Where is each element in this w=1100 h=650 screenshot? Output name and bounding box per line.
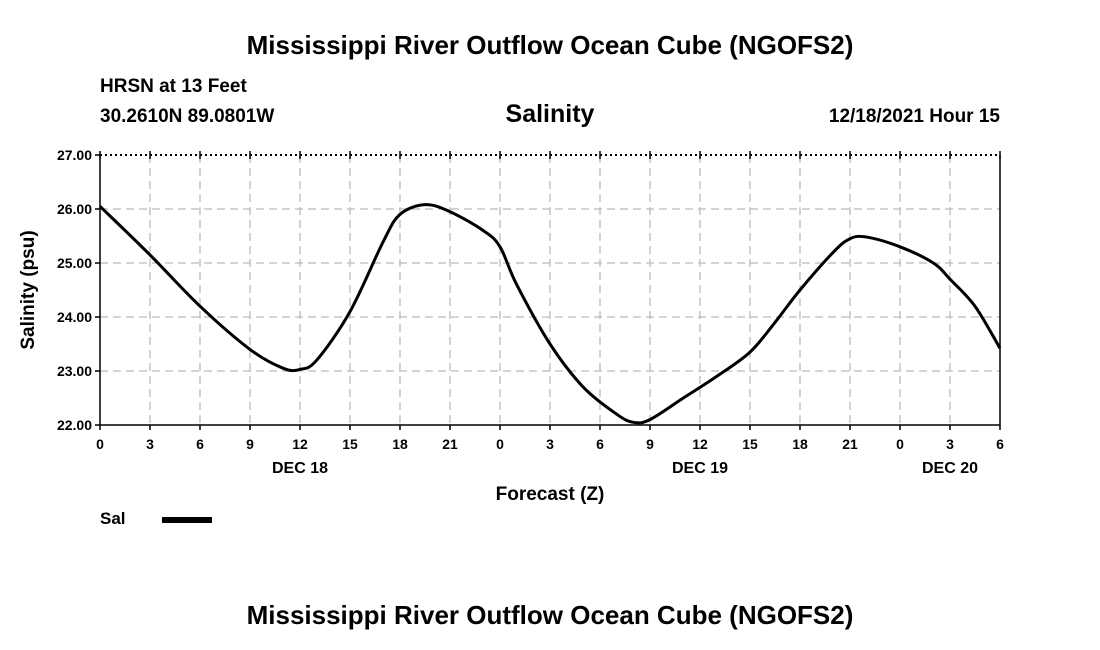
x-tick-label: 21 (842, 436, 858, 452)
x-tick-label: 18 (792, 436, 808, 452)
y-tick-label: 23.00 (57, 363, 92, 379)
x-tick-label: 18 (392, 436, 408, 452)
y-tick-label: 24.00 (57, 309, 92, 325)
y-tick-label: 25.00 (57, 255, 92, 271)
station-name: HRSN at 13 Feet (100, 76, 247, 97)
x-tick-label: 3 (546, 436, 554, 452)
x-tick-label: 3 (946, 436, 954, 452)
legend-line-swatch (162, 517, 212, 523)
x-tick-label: 15 (742, 436, 758, 452)
x-tick-label: 9 (646, 436, 654, 452)
y-axis-title: Salinity (psu) (18, 230, 39, 349)
series-line-sal (98, 203, 1002, 425)
x-tick-label: 9 (246, 436, 254, 452)
x-tick-label: 3 (146, 436, 154, 452)
y-tick-label: 22.00 (57, 417, 92, 433)
x-tick-label: 0 (496, 436, 504, 452)
forecast-datetime: 12/18/2021 Hour 15 (828, 106, 1000, 127)
x-tick-label: 12 (292, 436, 308, 452)
x-day-label: DEC 20 (922, 460, 978, 477)
page-title: Mississippi River Outflow Ocean Cube (NG… (246, 30, 854, 60)
x-tick-label: 21 (442, 436, 458, 452)
y-tick-label: 27.00 (57, 147, 92, 163)
x-tick-label: 6 (596, 436, 604, 452)
x-tick-label: 6 (996, 436, 1004, 452)
x-tick-label: 12 (692, 436, 708, 452)
x-tick-label: 0 (896, 436, 904, 452)
footer-title: Mississippi River Outflow Ocean Cube (NG… (246, 600, 854, 630)
x-tick-label: 15 (342, 436, 358, 452)
x-tick-label: 6 (196, 436, 204, 452)
y-tick-label: 26.00 (57, 201, 92, 217)
station-coords: 30.2610N 89.0801W (100, 106, 275, 127)
x-day-label: DEC 18 (272, 460, 328, 477)
x-day-label: DEC 19 (672, 460, 728, 477)
chart-title: Salinity (505, 100, 595, 128)
legend-label: Sal (100, 509, 126, 528)
x-axis-title: Forecast (Z) (496, 484, 605, 505)
x-tick-label: 0 (96, 436, 104, 452)
